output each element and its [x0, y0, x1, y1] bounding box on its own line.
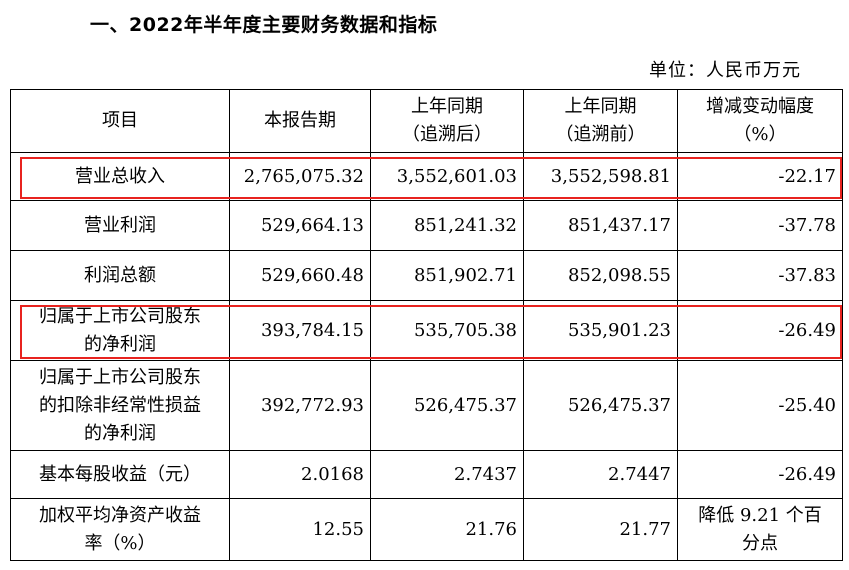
row-label: 营业总收入 [10, 152, 230, 201]
cell-prior-restated: 21.76 [370, 498, 524, 561]
header-item: 项目 [10, 89, 230, 153]
cell-prior-original: 21.77 [523, 498, 678, 561]
cell-current-period: 2.0168 [229, 450, 371, 499]
cell-current-period: 529,660.48 [229, 250, 371, 301]
row-label: 利润总额 [10, 250, 230, 301]
cell-prior-original: 535,901.23 [523, 300, 678, 361]
cell-change-pct: -25.40 [677, 360, 843, 451]
financial-data-table: 项目 本报告期 上年同期 （追溯后） 上年同期 （追溯前） 增减变动幅度 （%） 营业总收入 2… [10, 89, 843, 561]
cell-prior-original: 852,098.55 [523, 250, 678, 301]
header-prior-original: 上年同期 （追溯前） [523, 89, 678, 153]
row-label: 营业利润 [10, 200, 230, 251]
cell-change-pct: 降低 9.21 个百 分点 [677, 498, 843, 561]
header-text-line: （追溯前） [555, 124, 646, 145]
row-label: 归属于上市公司股东 的扣除非经常性损益 的净利润 [10, 360, 230, 451]
cell-prior-original: 526,475.37 [523, 360, 678, 451]
header-row: 项目 本报告期 上年同期 （追溯后） 上年同期 （追溯前） 增减变动幅度 （%） [10, 89, 843, 153]
header-text-line: 上年同期 [411, 96, 483, 117]
unit-label: 单位：人民币万元 [649, 60, 801, 81]
table-row: 营业总收入 2,765,075.32 3,552,601.03 3,552,598.8… [10, 152, 843, 201]
row-label: 归属于上市公司股东 的净利润 [10, 300, 230, 361]
row-label: 基本每股收益（元） [10, 450, 230, 499]
cell-prior-restated: 851,241.32 [370, 200, 524, 251]
header-text-line: 增减变动幅度 [706, 96, 814, 117]
cell-current-period: 12.55 [229, 498, 371, 561]
cell-prior-original: 851,437.17 [523, 200, 678, 251]
table-row: 利润总额 529,660.48 851,902.71 852,098.55 -37.83 [10, 250, 843, 301]
header-text-line: （追溯后） [402, 124, 492, 145]
cell-change-pct: -37.78 [677, 200, 843, 251]
table-header: 项目 本报告期 上年同期 （追溯后） 上年同期 （追溯前） 增减变动幅度 （%） [10, 89, 843, 153]
header-text-line: 上年同期 [564, 96, 637, 117]
cell-change-pct: -37.83 [677, 250, 843, 301]
cell-current-period: 2,765,075.32 [229, 152, 371, 201]
cell-prior-restated: 2.7437 [370, 450, 524, 499]
table-body: 营业总收入 2,765,075.32 3,552,601.03 3,552,598.8… [10, 152, 843, 561]
cell-change-pct: -26.49 [677, 450, 843, 499]
header-change-pct: 增减变动幅度 （%） [677, 89, 843, 153]
cell-prior-restated: 526,475.37 [370, 360, 524, 451]
cell-prior-original: 2.7447 [523, 450, 678, 499]
header-current-period: 本报告期 [229, 89, 371, 153]
row-label: 加权平均净资产收益 率（%） [10, 498, 230, 561]
header-prior-restated: 上年同期 （追溯后） [370, 89, 524, 153]
table-row: 加权平均净资产收益 率（%） 12.55 21.76 21.77 降低 9.21 个百 分点 [10, 498, 843, 561]
table-row: 基本每股收益（元） 2.0168 2.7437 2.7447 -26.49 [10, 450, 843, 499]
table-row: 营业利润 529,664.13 851,241.32 851,437.17 -37.78 [10, 200, 843, 251]
cell-change-pct: -26.49 [677, 300, 843, 361]
table-row: 归属于上市公司股东 的净利润 393,784.15 535,705.38 535,901… [10, 300, 843, 361]
header-text-line: （%） [733, 124, 787, 145]
cell-current-period: 529,664.13 [229, 200, 371, 251]
cell-prior-original: 3,552,598.81 [523, 152, 678, 201]
cell-prior-restated: 851,902.71 [370, 250, 524, 301]
cell-current-period: 392,772.93 [229, 360, 371, 451]
cell-prior-restated: 535,705.38 [370, 300, 524, 361]
header-text-line: 项目 [102, 110, 138, 131]
section-title: 一、2022年半年度主要财务数据和指标 [90, 14, 438, 36]
table-row: 归属于上市公司股东 的扣除非经常性损益 的净利润 392,772.93 526,475.… [10, 360, 843, 451]
header-text-line: 本报告期 [264, 110, 336, 131]
cell-change-pct: -22.17 [677, 152, 843, 201]
cell-prior-restated: 3,552,601.03 [370, 152, 524, 201]
cell-current-period: 393,784.15 [229, 300, 371, 361]
